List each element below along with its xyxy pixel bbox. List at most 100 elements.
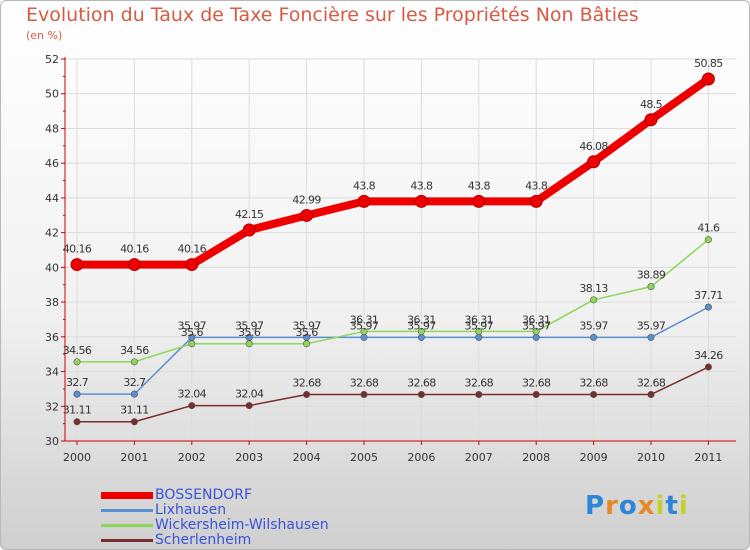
y-tick-label: 36 xyxy=(45,331,59,344)
data-label: 38.89 xyxy=(637,269,666,282)
data-label: 43.8 xyxy=(410,179,433,192)
data-point xyxy=(185,258,199,272)
legend-item-scherlenheim: Scherlenheim xyxy=(101,532,361,548)
data-label: 35.97 xyxy=(235,319,264,332)
data-label: 35.6 xyxy=(181,326,204,339)
data-point xyxy=(475,390,483,398)
data-point xyxy=(529,194,543,208)
legend-swatch xyxy=(101,539,153,542)
data-point xyxy=(130,390,138,398)
x-tick-label: 2006 xyxy=(407,451,435,464)
legend-swatch xyxy=(101,509,153,512)
y-tick-label: 48 xyxy=(45,122,59,135)
data-point xyxy=(357,194,371,208)
data-label: 32.68 xyxy=(407,376,436,389)
data-label: 48.5 xyxy=(640,98,663,111)
data-label: 35.97 xyxy=(292,319,321,332)
legend-item-bossendorf: BOSSENDORF xyxy=(101,487,361,503)
data-point xyxy=(472,194,486,208)
data-label: 38.13 xyxy=(579,282,608,295)
data-point xyxy=(130,418,138,426)
logo-letter: t xyxy=(665,491,679,521)
data-label: 31.11 xyxy=(63,404,92,417)
x-tick-label: 2008 xyxy=(522,451,550,464)
data-label: 32.68 xyxy=(350,376,379,389)
data-point xyxy=(532,333,540,341)
y-tick-label: 30 xyxy=(45,435,59,448)
data-label: 35.97 xyxy=(407,319,436,332)
y-tick-label: 34 xyxy=(45,366,59,379)
data-label: 36.31 xyxy=(465,313,494,326)
data-label: 31.11 xyxy=(120,404,149,417)
x-tick-label: 2009 xyxy=(580,451,608,464)
proxiti-logo: Proxiti xyxy=(585,491,689,521)
data-label: 37.71 xyxy=(694,289,723,302)
data-point xyxy=(704,236,712,244)
data-label: 36.31 xyxy=(522,313,551,326)
data-label: 41.6 xyxy=(697,222,720,235)
y-tick-label: 38 xyxy=(45,296,59,309)
data-point xyxy=(73,358,81,366)
data-point xyxy=(303,390,311,398)
data-label: 32.7 xyxy=(66,376,89,389)
data-point xyxy=(647,390,655,398)
data-point xyxy=(704,363,712,371)
data-point xyxy=(417,390,425,398)
data-point xyxy=(130,358,138,366)
y-tick-label: 42 xyxy=(45,227,59,240)
data-point xyxy=(590,390,598,398)
x-tick-label: 2000 xyxy=(63,451,91,464)
data-label: 36.31 xyxy=(407,313,436,326)
logo-letter: i xyxy=(655,491,666,521)
data-point xyxy=(590,296,598,304)
legend-item-wickersheim-wilshausen: Wickersheim-Wilshausen xyxy=(101,517,361,533)
data-label: 35.6 xyxy=(296,326,319,339)
data-point xyxy=(70,258,84,272)
data-label: 35.97 xyxy=(178,319,207,332)
data-label: 35.97 xyxy=(465,319,494,332)
data-label: 32.68 xyxy=(579,376,608,389)
x-tick-label: 2003 xyxy=(235,451,263,464)
data-point xyxy=(590,333,598,341)
data-point xyxy=(587,155,601,169)
data-label: 36.31 xyxy=(350,313,379,326)
data-label: 35.97 xyxy=(350,319,379,332)
y-tick-label: 44 xyxy=(45,192,59,205)
legend-item-lixhausen: Lixhausen xyxy=(101,502,361,518)
data-label: 40.16 xyxy=(120,243,149,256)
data-label: 32.7 xyxy=(123,376,146,389)
data-point xyxy=(188,402,196,410)
data-point xyxy=(414,194,428,208)
logo-letter: P xyxy=(585,491,606,521)
chart-subtitle: (en %) xyxy=(26,29,63,42)
legend-swatch xyxy=(101,492,153,499)
data-label: 42.15 xyxy=(235,208,264,221)
data-label: 32.68 xyxy=(292,376,321,389)
data-label: 32.04 xyxy=(235,388,264,401)
data-point xyxy=(532,327,540,335)
legend-label: BOSSENDORF xyxy=(155,487,253,503)
data-label: 34.56 xyxy=(120,344,149,357)
x-tick-label: 2007 xyxy=(465,451,493,464)
data-label: 42.99 xyxy=(292,193,321,206)
logo-letter: i xyxy=(678,491,689,521)
data-point xyxy=(417,333,425,341)
data-label: 34.56 xyxy=(63,344,92,357)
data-label: 32.68 xyxy=(637,376,666,389)
data-point xyxy=(188,340,196,348)
data-label: 35.97 xyxy=(522,319,551,332)
series-line-wickersheim-wilshausen xyxy=(76,238,710,363)
y-tick-label: 52 xyxy=(45,53,59,66)
logo-letter: o xyxy=(618,491,638,521)
data-point xyxy=(242,223,256,237)
legend-label: Lixhausen xyxy=(155,502,227,518)
y-tick-label: 50 xyxy=(45,88,59,101)
data-point xyxy=(245,340,253,348)
data-label: 40.16 xyxy=(63,243,92,256)
data-point xyxy=(73,390,81,398)
series-line-scherlenheim xyxy=(76,366,710,423)
data-point xyxy=(704,303,712,311)
legend-swatch xyxy=(101,524,153,527)
